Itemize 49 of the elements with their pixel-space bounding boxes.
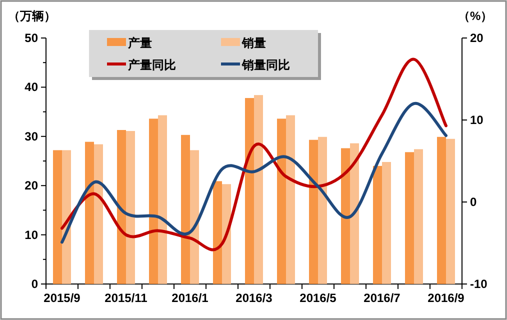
bar <box>149 118 158 284</box>
bar <box>350 143 359 284</box>
x-tick-label: 2015/11 <box>104 291 148 305</box>
bar <box>126 130 135 284</box>
bar <box>85 142 94 284</box>
bar <box>62 150 71 284</box>
y2-tick-label: 20 <box>470 31 484 45</box>
bar <box>414 149 423 284</box>
bar <box>405 152 414 284</box>
bar <box>245 98 254 284</box>
bar <box>53 150 62 284</box>
x-tick-label: 2016/1 <box>172 291 209 305</box>
y2-tick-label: -10 <box>470 277 488 291</box>
bar <box>446 138 455 284</box>
y2-tick-label: 0 <box>470 195 477 209</box>
y-tick-label: 40 <box>24 80 38 94</box>
x-tick-label: 2015/9 <box>44 291 81 305</box>
x-tick-label: 2016/5 <box>300 291 337 305</box>
bar <box>94 144 103 284</box>
bar <box>181 134 190 284</box>
x-tick-label: 2016/9 <box>428 291 465 305</box>
bar <box>117 130 126 284</box>
bar <box>382 162 391 284</box>
legend-label: 销量同比 <box>241 58 290 72</box>
y-tick-label: 10 <box>24 228 38 242</box>
bar <box>309 140 318 284</box>
legend-label: 产量同比 <box>127 58 176 72</box>
y2-tick-label: 10 <box>470 113 484 127</box>
bar <box>341 148 350 284</box>
y-tick-label: 50 <box>24 31 38 45</box>
x-tick-label: 2016/7 <box>364 291 401 305</box>
bar <box>318 136 327 284</box>
bar <box>158 115 167 284</box>
bar <box>437 136 446 284</box>
y-tick-label: 0 <box>31 277 38 291</box>
y2-axis-title: （%） <box>458 9 493 23</box>
y-axis-title: （万辆） <box>8 9 56 23</box>
legend-label: 产量 <box>127 36 152 50</box>
bar <box>213 181 222 284</box>
y-tick-label: 20 <box>24 178 38 193</box>
y-tick-label: 30 <box>24 129 38 144</box>
bar <box>286 115 295 284</box>
bar <box>277 118 286 284</box>
bar <box>373 166 382 284</box>
x-tick-label: 2016/3 <box>236 291 273 305</box>
bar <box>254 95 263 284</box>
bar <box>190 150 199 284</box>
bar <box>222 184 231 284</box>
legend-label: 销量 <box>241 36 266 50</box>
